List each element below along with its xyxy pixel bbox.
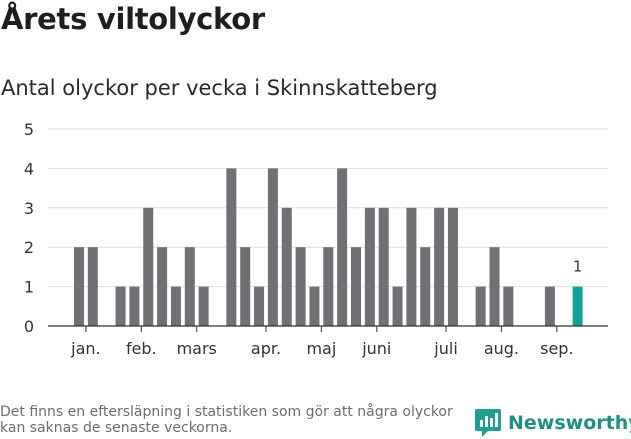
bar (392, 286, 403, 326)
bar (184, 247, 195, 326)
bar (351, 247, 361, 326)
y-tick-label: 1 (24, 278, 34, 297)
bar (281, 207, 292, 326)
bar (309, 286, 320, 326)
y-tick-label: 0 (24, 317, 34, 336)
bar (129, 286, 140, 326)
x-tick-label: jan. (70, 339, 100, 358)
chart-subtitle: Antal olyckor per vecka i Skinnskatteber… (1, 76, 438, 100)
bar (420, 247, 431, 326)
bar (254, 286, 265, 326)
footnote: Det finns en eftersläpning i statistiken… (0, 404, 453, 436)
bar-chart: 0 1 2 3 4 5 1 jan. feb. mars apr. maj juni juli aug. se… (24, 120, 608, 358)
bar (434, 207, 445, 326)
x-tick-label: feb. (126, 339, 157, 358)
bar (87, 247, 98, 326)
newsworthy-logo-icon (475, 409, 501, 437)
y-tick-label: 4 (24, 159, 34, 178)
bar (406, 207, 417, 326)
bar (489, 247, 500, 326)
brand-logo[interactable]: Newsworthy (474, 408, 631, 438)
bar (240, 247, 251, 326)
bar (198, 286, 209, 326)
bar (323, 247, 334, 326)
bar (364, 207, 375, 326)
bar (337, 168, 348, 326)
bar (475, 286, 486, 326)
y-tick-label: 3 (24, 199, 34, 218)
bar (378, 207, 389, 326)
brand-name: Newsworthy (508, 412, 631, 434)
bar (115, 286, 126, 326)
x-tick-label: maj (306, 339, 336, 358)
y-tick-label: 5 (24, 120, 34, 139)
bar (157, 247, 168, 326)
bar (267, 168, 278, 326)
bar-highlight (572, 286, 583, 326)
bar (143, 207, 154, 326)
x-tick-label: aug. (484, 339, 519, 358)
bar (447, 207, 458, 326)
bar (74, 247, 84, 326)
page-title: Årets viltolyckor (1, 2, 265, 36)
x-tick-label: sep. (540, 339, 573, 358)
x-tick-label: mars (177, 339, 217, 358)
x-tick-label: apr. (251, 339, 281, 358)
bar (544, 286, 555, 326)
x-tick-label: juli (433, 339, 457, 358)
bar (295, 247, 306, 326)
data-label: 1 (573, 258, 583, 276)
y-tick-label: 2 (24, 238, 34, 257)
bar (170, 286, 181, 326)
bar (226, 168, 237, 326)
x-tick-label: juni (361, 339, 391, 358)
bar (503, 286, 514, 326)
